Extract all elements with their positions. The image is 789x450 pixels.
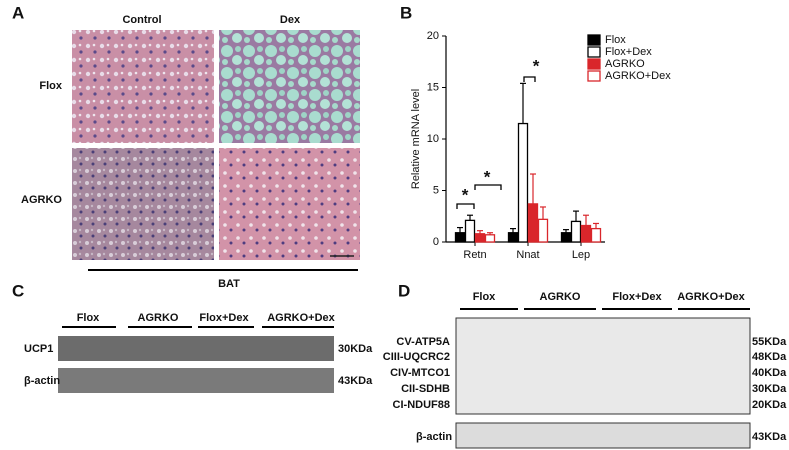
legend-swatch	[587, 34, 601, 46]
y-tick-label: 20	[427, 30, 439, 42]
bar	[560, 232, 572, 243]
y-axis-label: Relative mRNA level	[410, 89, 422, 189]
bar	[454, 232, 466, 243]
histology-image	[72, 30, 214, 143]
group-label: Flox	[77, 312, 100, 324]
legend-label: Flox+Dex	[605, 46, 652, 58]
bar	[474, 233, 486, 243]
group-label: Flox	[473, 291, 496, 303]
group-label: AGRKO+Dex	[677, 291, 745, 303]
row-label: Flox	[39, 80, 62, 92]
protein-label: CV-ATP5A	[396, 336, 450, 348]
group-label: Flox+Dex	[199, 312, 249, 324]
histology-image	[72, 148, 214, 260]
panel-letter: A	[12, 3, 24, 22]
size-label: 43KDa	[338, 375, 373, 387]
bar	[580, 224, 592, 243]
y-tick-label: 10	[427, 133, 439, 145]
column-label: Control	[122, 14, 161, 26]
legend-swatch	[587, 70, 601, 82]
bar	[517, 122, 529, 243]
size-label: 30KDa	[338, 343, 373, 355]
significance-label: *	[533, 56, 540, 75]
protein-label: UCP1	[24, 343, 53, 355]
tissue-label: BAT	[218, 278, 240, 290]
group-label: AGRKO	[540, 291, 581, 303]
histology-image	[219, 30, 360, 143]
size-label: 48KDa	[752, 351, 787, 363]
bar	[484, 234, 496, 243]
size-label: 40KDa	[752, 367, 787, 379]
x-tick-label: Retn	[463, 249, 486, 261]
significance-label: *	[462, 185, 469, 204]
panel-letter: C	[12, 281, 24, 300]
protein-label: CIV-MTCO1	[390, 367, 450, 379]
legend-label: Flox	[605, 34, 626, 46]
row-label: AGRKO	[21, 194, 62, 206]
protein-label: CIII-UQCRC2	[383, 351, 450, 363]
bar	[570, 220, 582, 243]
size-label: 43KDa	[752, 431, 787, 443]
bar	[537, 218, 549, 243]
group-label: AGRKO+Dex	[267, 312, 335, 324]
x-tick-label: Lep	[572, 249, 590, 261]
legend-swatch	[587, 58, 601, 70]
x-tick-label: Nnat	[516, 249, 539, 261]
panel-letter: D	[398, 281, 410, 300]
legend-label: AGRKO+Dex	[605, 70, 671, 82]
bar	[527, 203, 539, 243]
y-tick-label: 15	[427, 81, 439, 93]
protein-label: CII-SDHB	[401, 383, 450, 395]
group-label: AGRKO	[138, 312, 179, 324]
y-tick-label: 5	[433, 184, 439, 196]
histology-image	[219, 148, 360, 260]
significance-bracket	[456, 203, 475, 209]
legend-label: AGRKO	[605, 58, 645, 70]
y-tick-label: 0	[433, 236, 439, 248]
blot	[455, 317, 751, 415]
bar-chart: B Relative mRNA level 0 5 10 15 20 Retn Nnat Le…	[400, 3, 671, 260]
group-label: Flox+Dex	[612, 291, 662, 303]
size-label: 30KDa	[752, 383, 787, 395]
protein-label: β-actin	[24, 375, 60, 387]
size-label: 55KDa	[752, 336, 787, 348]
size-label: 20KDa	[752, 399, 787, 411]
blot	[58, 336, 334, 361]
protein-label: β-actin	[416, 431, 452, 443]
significance-bracket	[523, 76, 536, 82]
bar	[507, 232, 519, 243]
blot	[455, 422, 751, 449]
blot	[58, 368, 334, 393]
legend-swatch	[587, 46, 601, 58]
significance-label: *	[484, 167, 491, 186]
significance-bracket	[474, 184, 502, 190]
panel-letter: B	[400, 3, 412, 22]
bar	[464, 219, 476, 243]
bar	[590, 227, 602, 243]
protein-label: CI-NDUF88	[393, 399, 450, 411]
column-label: Dex	[280, 14, 301, 26]
